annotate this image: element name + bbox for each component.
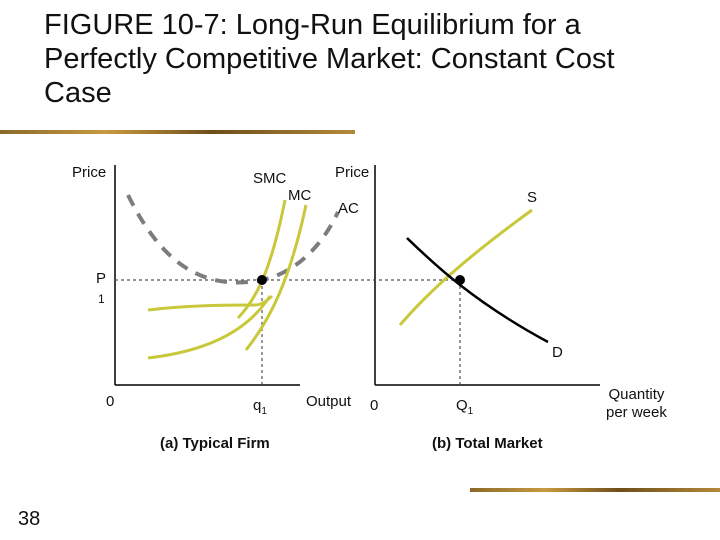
slide-title: FIGURE 10-7: Long-Run Equilibrium for a … bbox=[44, 9, 615, 109]
title-divider bbox=[0, 130, 355, 134]
typical-firm-caption: (a) Typical Firm bbox=[160, 435, 270, 452]
market-equilibrium-point bbox=[455, 275, 465, 285]
right-price-axis-label: Price bbox=[335, 164, 370, 181]
mc-curve bbox=[244, 204, 308, 351]
demand-label: D bbox=[552, 344, 563, 361]
supply-label: S bbox=[527, 189, 538, 206]
supply-curve bbox=[398, 208, 533, 326]
Q1-label: Q1 bbox=[456, 397, 474, 417]
q1-label: q1 bbox=[253, 397, 267, 417]
quantity-axis-label: Quantity per week bbox=[606, 386, 667, 421]
short-run-ac-curve-2 bbox=[147, 295, 272, 360]
smc-label: SMC bbox=[253, 170, 287, 187]
firm-equilibrium-point bbox=[257, 275, 267, 285]
slide-number: 38 bbox=[18, 508, 41, 530]
mc-label: MC bbox=[288, 187, 312, 204]
p1-subscript: 1 bbox=[98, 292, 105, 306]
ac-label: AC bbox=[338, 200, 359, 217]
output-axis-label: Output bbox=[306, 393, 352, 410]
p1-label: P bbox=[96, 270, 107, 287]
footer-divider bbox=[470, 488, 720, 492]
right-origin-label: 0 bbox=[370, 397, 379, 414]
long-run-ac-curve bbox=[126, 194, 340, 285]
left-price-axis-label: Price bbox=[72, 164, 107, 181]
left-origin-label: 0 bbox=[106, 393, 115, 410]
total-market-caption: (b) Total Market bbox=[432, 435, 543, 452]
